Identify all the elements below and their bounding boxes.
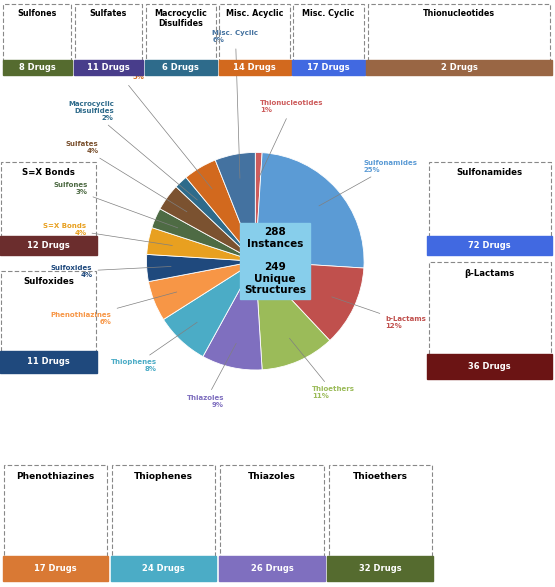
Bar [427,235,552,255]
Text: 6 Drugs: 6 Drugs [163,63,199,72]
Wedge shape [160,187,255,261]
Bar [111,556,216,581]
Text: b-Lactams
12%: b-Lactams 12% [332,297,426,329]
Wedge shape [147,254,255,282]
Wedge shape [255,153,364,268]
Wedge shape [152,209,255,261]
Wedge shape [186,160,255,261]
Text: 32 Drugs: 32 Drugs [359,564,401,573]
Text: S=X Bonds
4%: S=X Bonds 4% [43,222,173,245]
Text: S=X Bonds: S=X Bonds [22,168,75,177]
Bar [427,354,552,379]
Bar [0,235,97,255]
Text: Phenothiazines: Phenothiazines [17,472,94,481]
Text: Sulfoxides: Sulfoxides [23,277,74,286]
Text: 24 Drugs: 24 Drugs [142,564,185,573]
Text: Misc. Acyclic: Misc. Acyclic [226,9,284,18]
Text: Thioethers: Thioethers [352,472,408,481]
Text: 72 Drugs: 72 Drugs [468,241,511,250]
Text: 8 Drugs: 8 Drugs [19,63,56,72]
Text: 26 Drugs: 26 Drugs [250,564,294,573]
Bar [3,60,72,75]
Bar [145,60,217,75]
Bar [219,556,325,581]
Text: Sulfonamides
25%: Sulfonamides 25% [319,160,417,206]
Wedge shape [203,261,262,370]
Text: 2 Drugs: 2 Drugs [441,63,478,72]
Text: Thionucleotides
1%: Thionucleotides 1% [259,100,324,177]
Wedge shape [164,261,255,356]
Text: Thioethers
11%: Thioethers 11% [290,338,355,400]
Text: Misc. Cyclic: Misc. Cyclic [302,9,355,18]
Bar [366,60,552,75]
Wedge shape [255,153,262,261]
Text: Sulfates: Sulfates [90,9,127,18]
Text: Thiazoles: Thiazoles [248,472,296,481]
Wedge shape [147,228,255,261]
Text: Macrocyclic
Disulfides
2%: Macrocyclic Disulfides 2% [68,100,198,200]
Bar [3,556,108,581]
Bar [219,60,291,75]
Text: Sulfones: Sulfones [18,9,57,18]
Text: 14 Drugs: 14 Drugs [233,63,276,72]
Wedge shape [215,153,255,261]
Text: Sulfones
3%: Sulfones 3% [53,182,178,228]
Text: Thionucleotides: Thionucleotides [423,9,495,18]
Text: 288
Instances

249
Unique
Structures: 288 Instances 249 Unique Structures [244,227,306,295]
Bar [292,60,365,75]
Text: Sulfates
4%: Sulfates 4% [66,141,187,212]
Text: 17 Drugs: 17 Drugs [307,63,350,72]
Text: 12 Drugs: 12 Drugs [27,241,70,250]
Bar [74,60,143,75]
Text: Misc. Cyclic
6%: Misc. Cyclic 6% [213,31,259,178]
Wedge shape [255,261,330,370]
Wedge shape [255,261,364,340]
Text: Macrocyclic
Disulfides: Macrocyclic Disulfides [154,9,208,28]
Text: 17 Drugs: 17 Drugs [34,564,77,573]
Text: Thiazoles
9%: Thiazoles 9% [186,343,236,408]
Text: Sulfonamides: Sulfonamides [457,168,523,177]
Text: Thiophenes
8%: Thiophenes 8% [111,322,197,372]
Wedge shape [148,261,255,319]
Wedge shape [176,177,255,261]
Text: Phenothiazines
6%: Phenothiazines 6% [51,292,176,325]
Text: Sulfoxides
4%: Sulfoxides 4% [51,265,171,278]
Text: β-Lactams: β-Lactams [465,269,515,278]
Text: 11 Drugs: 11 Drugs [27,357,70,366]
Text: 11 Drugs: 11 Drugs [87,63,130,72]
Bar [0,351,97,373]
Bar [327,556,433,581]
Text: 36 Drugs: 36 Drugs [468,362,511,371]
Text: Misc. Acyclic
5%: Misc. Acyclic 5% [94,68,212,189]
Text: Thiophenes: Thiophenes [134,472,193,481]
